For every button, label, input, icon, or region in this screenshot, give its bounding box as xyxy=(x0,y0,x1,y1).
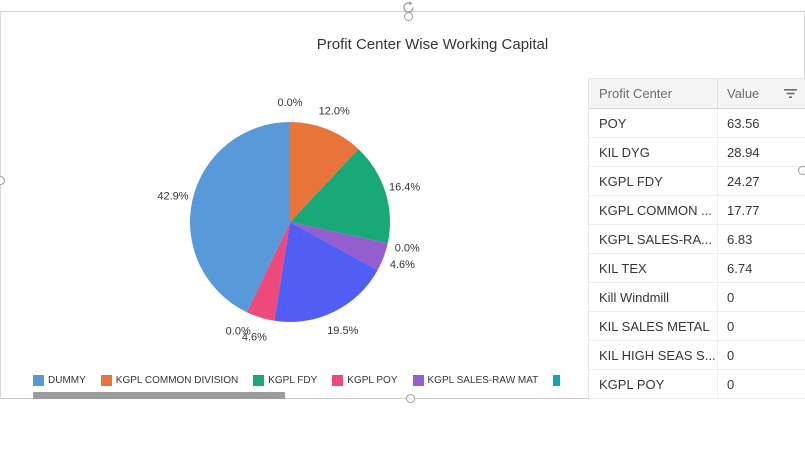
filter-icon[interactable] xyxy=(784,88,797,99)
profit-center-cell: KGPL POY xyxy=(599,376,665,392)
legend-label: KGPL COMMON DIVISION xyxy=(115,375,239,386)
pie-slice-label: 12.0% xyxy=(319,105,350,117)
pie-slice[interactable] xyxy=(290,122,359,222)
column-header-value[interactable]: Value xyxy=(717,79,805,108)
value-cell: 6.83 xyxy=(717,225,805,253)
pie-slice-label: 0.0% xyxy=(226,325,251,337)
table-row[interactable]: KIL HIGH SEAS S... 0 xyxy=(589,341,805,370)
table-row[interactable]: KIL DYG 28.94 xyxy=(589,138,805,167)
table-row[interactable]: KIL TEX 6.74 xyxy=(589,254,805,283)
pie-slice[interactable] xyxy=(274,222,378,323)
profit-center-cell: KIL SALES METAL xyxy=(599,318,710,334)
legend-label: KGPL POY xyxy=(347,375,398,386)
pie-slice-label: 4.6% xyxy=(242,332,267,344)
legend-swatch xyxy=(100,375,112,386)
selection-frame-bottom-line xyxy=(0,398,805,399)
column-header-profit-center[interactable]: Profit Center xyxy=(599,86,672,101)
profit-center-cell: KIL DYG xyxy=(599,144,650,160)
profit-center-cell: Kill Windmill xyxy=(599,289,670,305)
legend-item[interactable]: KGPL FDY xyxy=(253,375,317,386)
table-header-row: Profit Center Value xyxy=(589,79,805,109)
legend-swatch xyxy=(553,375,560,386)
pie-slice[interactable] xyxy=(190,122,290,313)
pie-slice[interactable] xyxy=(246,222,290,321)
pie-slice[interactable] xyxy=(290,149,391,244)
profit-center-cell: KGPL COMMON ... xyxy=(599,202,712,218)
legend-scrollbar[interactable] xyxy=(33,392,285,399)
resize-handle-top[interactable] xyxy=(404,12,413,21)
legend-swatch xyxy=(332,375,344,386)
pie-slice-label: 0.0% xyxy=(395,242,420,254)
resize-handle-bottom[interactable] xyxy=(406,394,415,403)
legend-label: KGPL FDY xyxy=(268,375,318,386)
profit-center-table: Profit Center Value POY 63.56 KIL DYG 28.94… xyxy=(588,78,805,399)
legend-item[interactable]: KGPL COMMON DIVISION xyxy=(100,375,239,386)
legend-item[interactable]: KGPL SALES-RAW MAT xyxy=(412,375,539,386)
value-cell: 0 xyxy=(717,283,805,311)
pie-slice-label: 19.5% xyxy=(327,325,358,337)
profit-center-cell: KIL TEX xyxy=(599,260,647,276)
profit-center-cell: POY xyxy=(599,115,627,131)
value-cell: 0 xyxy=(717,312,805,340)
selection-frame-top-line xyxy=(0,11,805,12)
value-cell: 24.27 xyxy=(717,167,805,195)
legend-item[interactable]: KGPL POY xyxy=(332,375,398,386)
table-row[interactable]: KGPL SALES-RA... 6.83 xyxy=(589,225,805,254)
pie-slice-label: 0.0% xyxy=(277,97,302,109)
table-row[interactable]: Kill Windmill 0 xyxy=(589,283,805,312)
legend-swatch xyxy=(253,375,265,386)
legend-label: KGPL SALES-RAW MAT xyxy=(427,375,539,386)
table-row[interactable]: POY 63.56 xyxy=(589,109,805,138)
resize-handle-right[interactable] xyxy=(798,166,805,175)
value-cell: 63.56 xyxy=(717,109,805,137)
table-row[interactable]: KGPL COMMON ... 17.77 xyxy=(589,196,805,225)
pie-slice-label: 16.4% xyxy=(389,181,420,193)
chart-legend: DUMMY KGPL COMMON DIVISION KGPL FDY KGPL PO… xyxy=(33,373,560,388)
pie-slice-label: 4.6% xyxy=(390,259,415,271)
legend-label: DUMMY xyxy=(48,375,86,386)
table-row[interactable]: KIL SALES METAL 0 xyxy=(589,312,805,341)
value-cell: 17.77 xyxy=(717,196,805,224)
table-row[interactable]: KGPL FDY 24.27 xyxy=(589,167,805,196)
value-cell: 28.94 xyxy=(717,138,805,166)
chart-title: Profit Center Wise Working Capital xyxy=(316,36,549,53)
legend-swatch xyxy=(33,375,44,386)
pie-slice-label: 42.9% xyxy=(157,191,188,203)
value-cell: 6.74 xyxy=(717,254,805,282)
profit-center-cell: KIL HIGH SEAS S... xyxy=(599,347,716,363)
legend-swatch xyxy=(412,375,424,386)
pie-chart: 12.0%16.4%0.0%4.6%19.5%4.6%0.0%42.9%0.0% xyxy=(157,97,420,344)
value-cell: 0 xyxy=(717,341,805,369)
profit-center-cell: KGPL SALES-RA... xyxy=(599,231,712,247)
rotate-handle-icon[interactable] xyxy=(401,0,416,15)
legend-item[interactable]: DUMMY xyxy=(33,375,86,386)
table-row[interactable]: KGPL POY 0 xyxy=(589,370,805,399)
profit-center-cell: KGPL FDY xyxy=(599,173,663,189)
column-header-value-label: Value xyxy=(727,86,760,101)
resize-handle-left[interactable] xyxy=(0,176,5,185)
table-body: POY 63.56 KIL DYG 28.94 KGPL FDY 24.27 KGPL CO… xyxy=(589,109,805,399)
selection-frame-left-line xyxy=(0,11,1,398)
pie-slice[interactable] xyxy=(290,222,388,271)
legend-item[interactable] xyxy=(553,375,560,386)
value-cell: 0 xyxy=(717,370,805,398)
